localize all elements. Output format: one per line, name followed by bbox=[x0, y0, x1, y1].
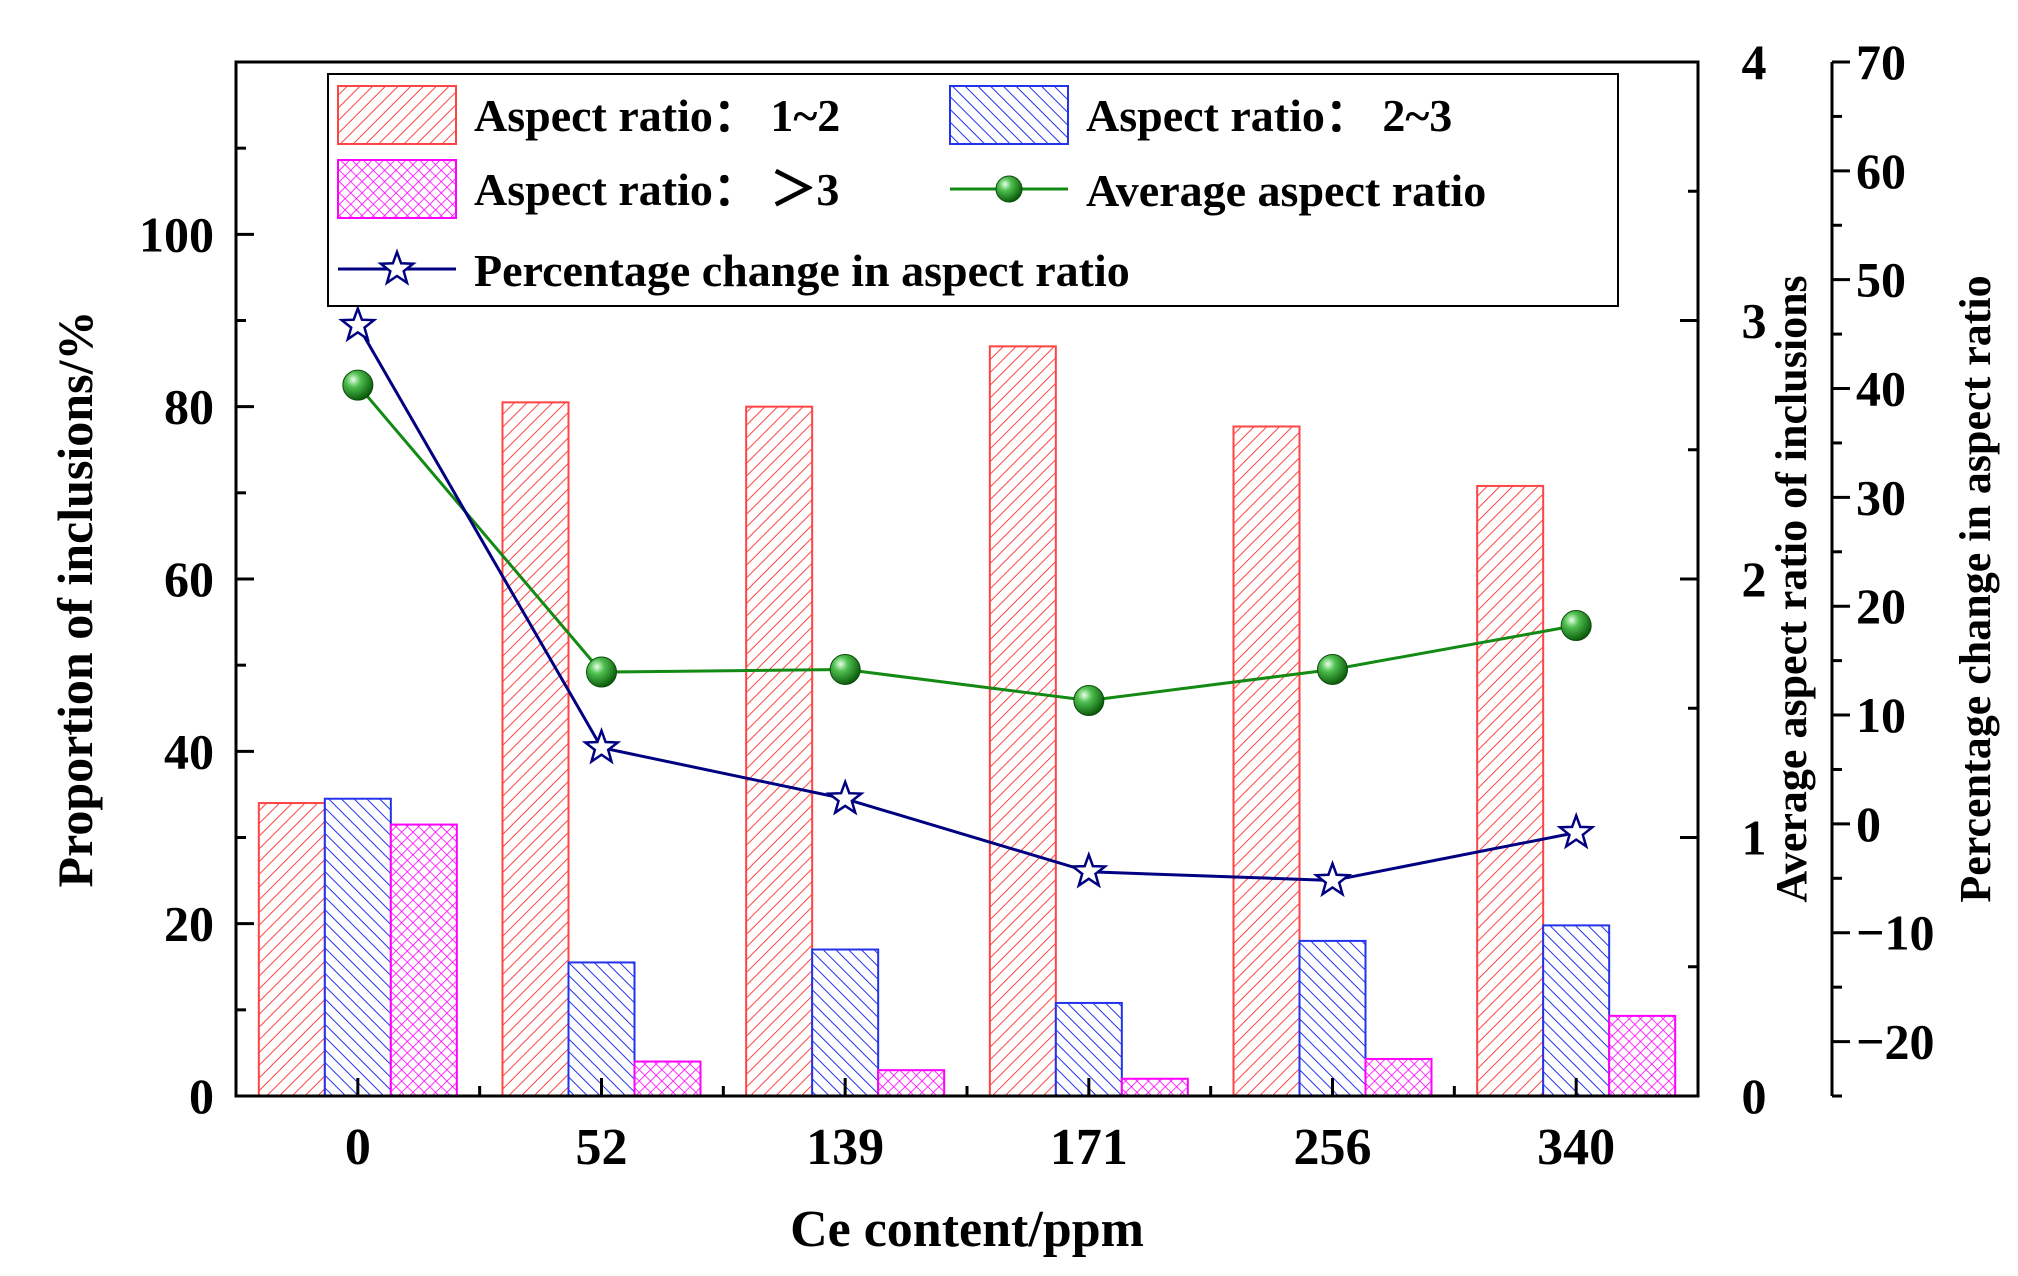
tick-label-right: 2 bbox=[1742, 551, 1767, 607]
bar-ratio-1-2 bbox=[1232, 425, 1301, 1097]
tick-label-right2: 10 bbox=[1856, 687, 1906, 743]
tick-label-left: 100 bbox=[139, 206, 214, 262]
bar-ratio-1-2 bbox=[745, 405, 814, 1097]
legend-item-ratio-2-3: Aspect ratio： 2~3 bbox=[949, 85, 1452, 145]
marker-average-aspect-ratio bbox=[1317, 653, 1348, 685]
bar-ratio-1-2 bbox=[1476, 484, 1545, 1097]
legend-swatch-ratio-2-3 bbox=[949, 85, 1069, 145]
line-average-aspect-ratio bbox=[356, 384, 1577, 703]
tick-label-bottom: 340 bbox=[1537, 1119, 1615, 1176]
tick-label-right: 1 bbox=[1742, 810, 1767, 866]
tick-label-right2: 50 bbox=[1856, 252, 1906, 308]
tick-label-bottom: 52 bbox=[576, 1119, 628, 1176]
marker-average-aspect-ratio bbox=[1560, 610, 1592, 642]
bar-ratio-gt3 bbox=[389, 823, 458, 1097]
tick-label-right2: 0 bbox=[1856, 796, 1881, 852]
tick-label-left: 80 bbox=[164, 379, 214, 435]
marker-percentage-change bbox=[1556, 811, 1596, 850]
legend-item-average: Average aspect ratio bbox=[950, 165, 1486, 216]
marker-percentage-change bbox=[338, 304, 378, 343]
line-percentage-change bbox=[356, 324, 1577, 882]
bar-ratio-2-3 bbox=[1542, 924, 1611, 1098]
marker-average-aspect-ratio bbox=[829, 653, 861, 685]
marker-percentage-change bbox=[825, 778, 865, 816]
tick-label-right2: 30 bbox=[1856, 469, 1906, 525]
bar-ratio-2-3 bbox=[811, 948, 880, 1097]
marker-average-aspect-ratio bbox=[586, 656, 617, 688]
marker-average-aspect-ratio bbox=[1073, 684, 1105, 716]
legend-label-ratio-2-3: Aspect ratio： 2~3 bbox=[1086, 90, 1452, 141]
bars-layer bbox=[257, 345, 1677, 1098]
tick-label-left: 40 bbox=[164, 723, 214, 779]
legend-marker-average bbox=[995, 175, 1023, 203]
tick-label-bottom: 0 bbox=[345, 1119, 371, 1176]
tick-label-right2: 20 bbox=[1856, 578, 1906, 634]
tick-label-left: 20 bbox=[164, 896, 214, 952]
tick-label-left: 60 bbox=[164, 551, 214, 607]
y-axis-title-right: Average aspect ratio of inclusions bbox=[1767, 275, 1816, 902]
legend-label-ratio-1-2: Aspect ratio： 1~2 bbox=[474, 90, 840, 141]
y-axis-title-right2: Percentage change in aspect ratio bbox=[1951, 275, 2000, 902]
tick-label-bottom: 256 bbox=[1294, 1119, 1372, 1176]
markers-layer bbox=[338, 304, 1596, 898]
tick-label-right2: −10 bbox=[1856, 905, 1935, 961]
legend-swatch-ratio-gt3 bbox=[337, 159, 457, 219]
legend-label-percentage: Percentage change in aspect ratio bbox=[474, 245, 1130, 296]
axes-layer: 0 20 40 60 80 100 0 1 2 3 4 −20 −10 0 10 20 30 40 50 60 70 0 5… bbox=[139, 34, 1935, 1176]
bar-ratio-2-3 bbox=[567, 961, 636, 1097]
tick-label-right: 4 bbox=[1742, 34, 1767, 90]
y-axis-title-left: Proportion of inclusions/% bbox=[47, 311, 103, 888]
bar-ratio-gt3 bbox=[877, 1069, 946, 1098]
legend-item-ratio-gt3: Aspect ratio： ＞3 bbox=[337, 159, 839, 219]
bar-ratio-2-3 bbox=[1298, 939, 1367, 1098]
tick-label-right2: 60 bbox=[1856, 143, 1906, 199]
legend-item-percentage: Percentage change in aspect ratio bbox=[338, 245, 1130, 296]
x-axis-title: Ce content/ppm bbox=[790, 1201, 1144, 1258]
tick-label-right: 3 bbox=[1742, 293, 1767, 349]
legend-label-average: Average aspect ratio bbox=[1086, 165, 1486, 216]
bar-ratio-1-2 bbox=[501, 401, 570, 1097]
tick-label-right: 0 bbox=[1742, 1068, 1767, 1124]
tick-label-right2: 70 bbox=[1856, 34, 1906, 90]
legend-item-ratio-1-2: Aspect ratio： 1~2 bbox=[337, 85, 840, 145]
marker-percentage-change bbox=[1312, 859, 1353, 898]
lines-layer bbox=[356, 324, 1577, 882]
bar-ratio-gt3 bbox=[1608, 1014, 1677, 1097]
marker-percentage-change bbox=[1069, 851, 1109, 889]
bar-ratio-gt3 bbox=[633, 1060, 702, 1097]
tick-label-left: 0 bbox=[189, 1068, 214, 1124]
legend-swatch-ratio-1-2 bbox=[337, 85, 457, 145]
tick-label-right2: −20 bbox=[1856, 1014, 1935, 1070]
tick-label-right2: 40 bbox=[1856, 361, 1906, 417]
tick-label-bottom: 171 bbox=[1050, 1119, 1128, 1176]
bar-ratio-2-3 bbox=[323, 797, 392, 1097]
bar-ratio-1-2 bbox=[988, 345, 1057, 1098]
marker-average-aspect-ratio bbox=[342, 369, 374, 401]
legend-marker-percentage bbox=[377, 248, 417, 286]
bar-ratio-gt3 bbox=[1364, 1057, 1433, 1098]
marker-percentage-change bbox=[581, 727, 622, 765]
bar-ratio-gt3 bbox=[1120, 1077, 1189, 1098]
bar-ratio-1-2 bbox=[257, 802, 326, 1097]
legend: Aspect ratio： 1~2 Aspect ratio： 2~3 Aspe… bbox=[327, 73, 1619, 307]
legend-label-ratio-gt3: Aspect ratio： ＞3 bbox=[474, 164, 839, 215]
tick-label-bottom: 139 bbox=[806, 1119, 884, 1176]
